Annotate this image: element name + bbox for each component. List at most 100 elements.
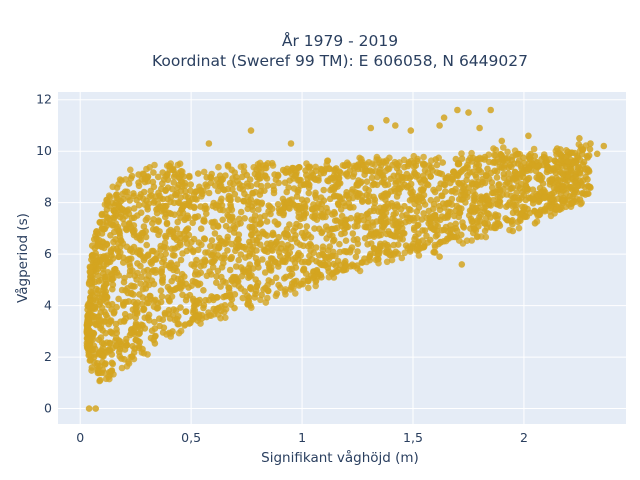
- data-point: [171, 286, 179, 293]
- data-point: [312, 163, 320, 171]
- data-point: [96, 218, 103, 226]
- data-point: [162, 250, 169, 258]
- data-point: [108, 276, 116, 284]
- data-point: [468, 149, 475, 157]
- data-point: [122, 315, 130, 322]
- data-point: [233, 173, 240, 181]
- data-point: [186, 172, 193, 180]
- data-point: [431, 241, 439, 249]
- data-point: [572, 174, 580, 181]
- data-point: [293, 193, 301, 200]
- data-point: [84, 317, 92, 324]
- data-point: [190, 191, 198, 198]
- data-point: [573, 195, 581, 203]
- data-point: [390, 241, 398, 249]
- data-point: [224, 247, 231, 254]
- data-point: [105, 373, 112, 381]
- data-point: [248, 231, 256, 238]
- data-point: [249, 236, 257, 244]
- data-point: [227, 293, 234, 301]
- data-point: [187, 245, 194, 252]
- data-point: [437, 239, 445, 246]
- data-point: [534, 212, 542, 219]
- data-point: [387, 175, 394, 183]
- data-point: [292, 232, 299, 239]
- data-point: [390, 251, 398, 259]
- data-point: [226, 266, 234, 274]
- data-point: [400, 229, 407, 237]
- data-point: [166, 286, 173, 293]
- data-point: [158, 293, 166, 300]
- data-point: [469, 168, 476, 176]
- data-point: [143, 241, 150, 249]
- data-point: [270, 231, 277, 238]
- x-tick-label: 0: [76, 430, 84, 445]
- data-point: [282, 258, 289, 266]
- data-point: [424, 181, 432, 189]
- data-point: [288, 270, 296, 278]
- data-point: [234, 196, 242, 203]
- data-point: [336, 261, 344, 269]
- data-point: [364, 241, 371, 248]
- data-point: [121, 274, 128, 282]
- data-point: [525, 174, 533, 182]
- data-point: [158, 208, 166, 215]
- data-point: [113, 269, 121, 276]
- data-point: [343, 216, 350, 223]
- data-point: [310, 249, 318, 256]
- data-point: [306, 181, 313, 189]
- data-point: [166, 297, 173, 305]
- data-point: [304, 242, 312, 250]
- data-point: [172, 191, 180, 199]
- outlier-point: [392, 122, 399, 129]
- data-point: [231, 190, 239, 198]
- data-point: [231, 304, 238, 312]
- data-point: [107, 220, 115, 227]
- data-point: [153, 305, 161, 312]
- data-point: [312, 192, 319, 199]
- data-point: [140, 268, 148, 275]
- data-point: [329, 237, 337, 245]
- data-point: [341, 229, 348, 237]
- data-point: [415, 252, 423, 259]
- data-point: [200, 287, 207, 294]
- data-point: [464, 164, 471, 171]
- data-point: [305, 189, 313, 197]
- data-point: [477, 168, 485, 176]
- data-point: [488, 184, 496, 191]
- data-point: [532, 167, 540, 175]
- y-tick-label: 6: [44, 246, 52, 261]
- data-point: [343, 191, 350, 199]
- data-point: [208, 237, 216, 244]
- data-point: [526, 209, 534, 217]
- data-point: [418, 244, 426, 251]
- data-point: [352, 253, 360, 261]
- data-point: [134, 212, 141, 219]
- outlier-point: [436, 122, 443, 129]
- data-point: [98, 225, 106, 232]
- data-point: [239, 294, 247, 302]
- data-point: [176, 230, 184, 238]
- data-point: [163, 220, 171, 228]
- data-point: [115, 295, 122, 303]
- data-point: [305, 231, 312, 239]
- data-point: [407, 157, 415, 165]
- data-point: [255, 264, 262, 271]
- data-point: [322, 223, 330, 230]
- data-point: [255, 171, 262, 178]
- data-point: [506, 161, 514, 169]
- data-point: [395, 178, 402, 185]
- data-point: [342, 171, 350, 178]
- data-point: [121, 220, 128, 228]
- data-point: [336, 193, 343, 200]
- data-point: [127, 223, 135, 231]
- data-point: [162, 213, 169, 221]
- data-point: [537, 176, 545, 184]
- data-point: [491, 151, 498, 159]
- data-point: [317, 165, 325, 173]
- data-point: [367, 231, 374, 238]
- data-point: [151, 318, 158, 326]
- x-tick-label: 0,5: [181, 430, 201, 445]
- data-point: [509, 197, 517, 205]
- data-point: [435, 154, 443, 162]
